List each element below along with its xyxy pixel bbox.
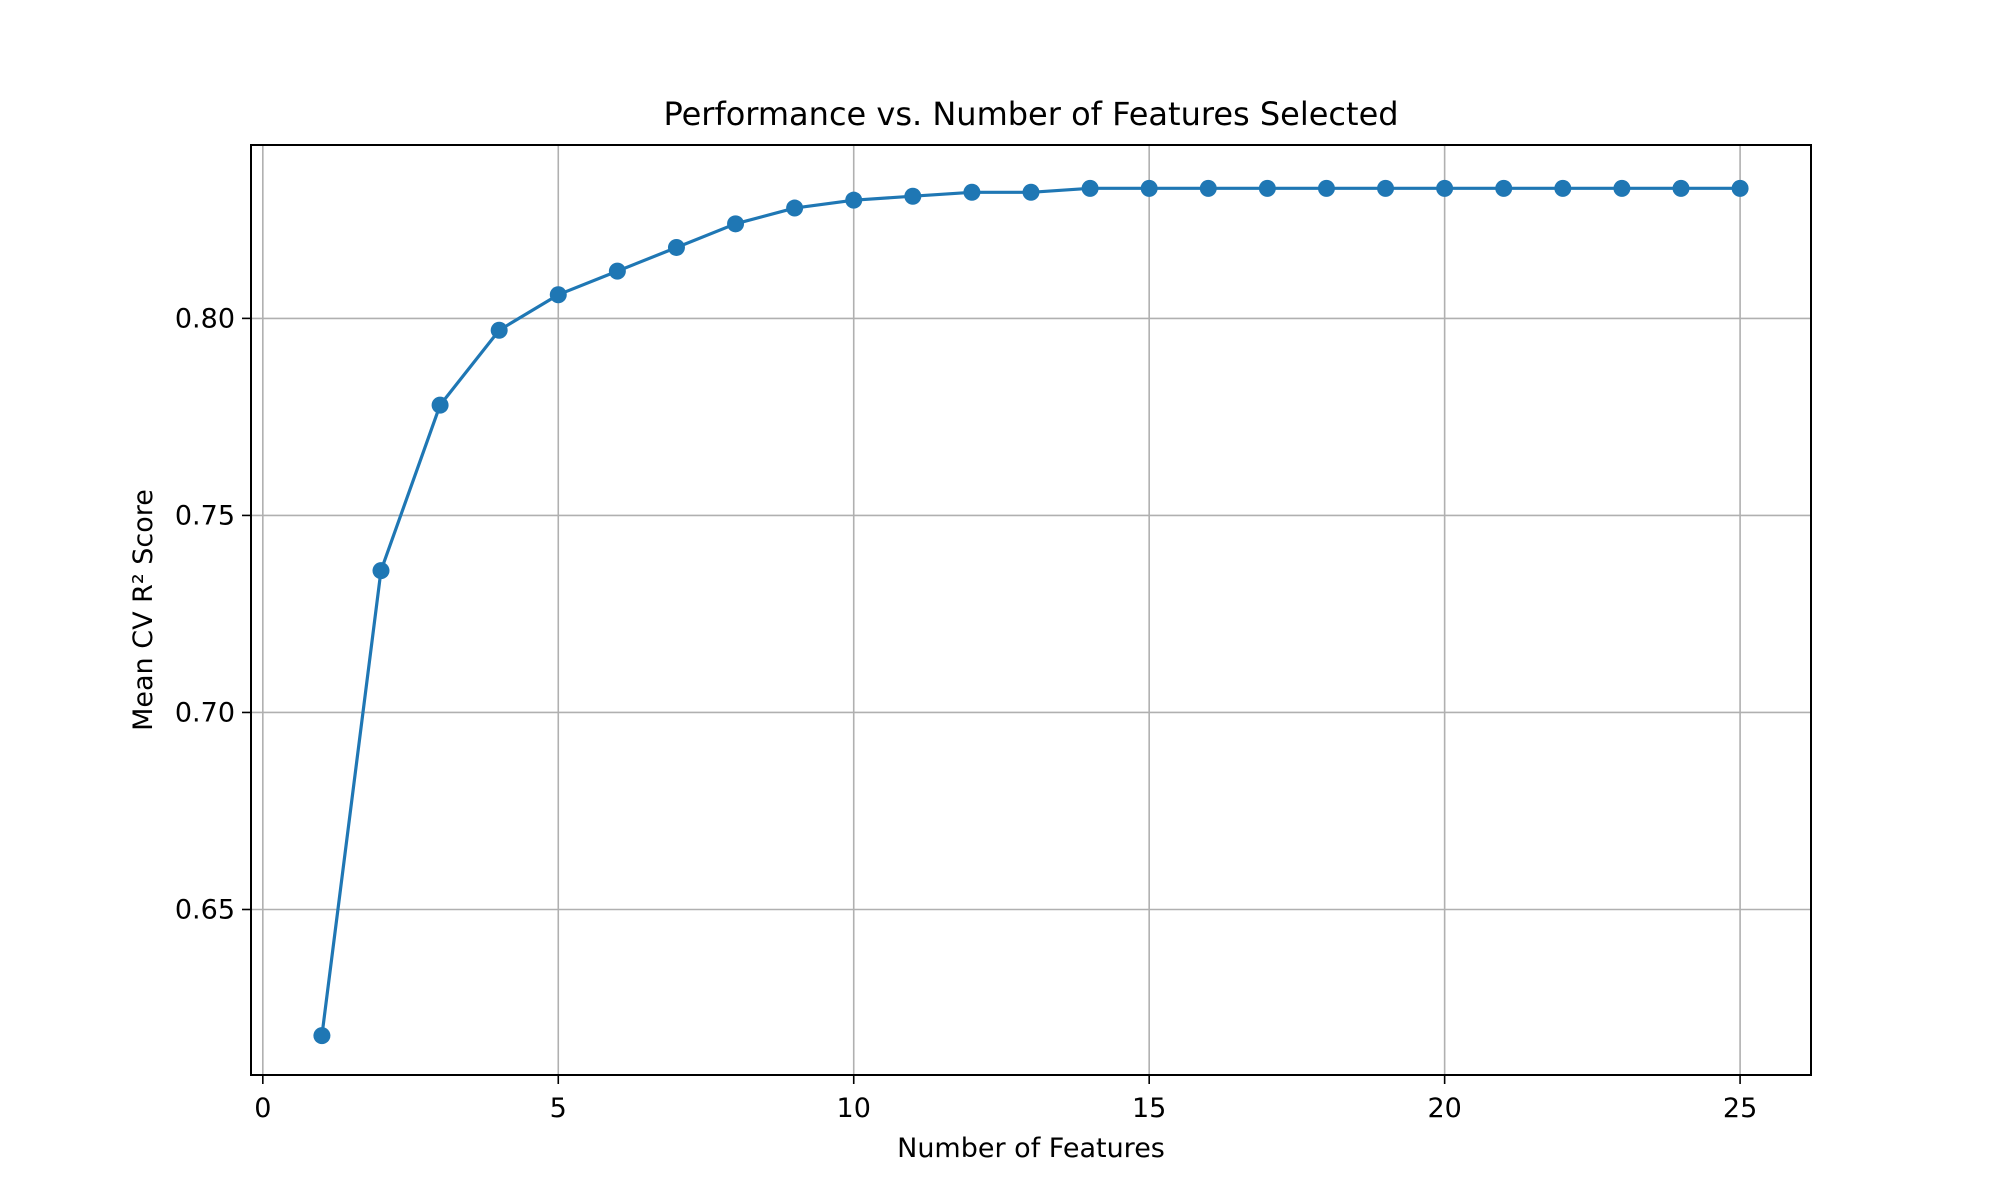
data-point [1140, 179, 1158, 197]
data-point [490, 321, 508, 339]
data-point [1377, 179, 1395, 197]
data-point [727, 215, 745, 233]
axis-ticks: 0 5 10 15 20 25 0.65 0.70 0.75 0.80 [175, 303, 1757, 1124]
x-tick-label: 20 [1427, 1093, 1461, 1124]
x-tick-label: 0 [254, 1093, 271, 1124]
y-tick-label: 0.80 [175, 303, 235, 334]
data-point [1436, 179, 1454, 197]
data-point [1081, 179, 1099, 197]
data-point [313, 1027, 331, 1045]
series-layer [313, 179, 1749, 1045]
data-point [845, 191, 863, 209]
data-point [1199, 179, 1217, 197]
data-point [786, 199, 804, 217]
data-point [1613, 179, 1631, 197]
data-point [1495, 179, 1513, 197]
data-point [1672, 179, 1690, 197]
data-point [608, 262, 626, 280]
data-point [1317, 179, 1335, 197]
y-axis-label: Mean CV R² Score [128, 489, 159, 731]
x-tick-label: 5 [550, 1093, 567, 1124]
x-tick-label: 15 [1132, 1093, 1166, 1124]
x-tick-label: 10 [837, 1093, 871, 1124]
x-tick-label: 25 [1723, 1093, 1757, 1124]
data-point [963, 183, 981, 201]
data-point [1258, 179, 1276, 197]
data-point [1022, 183, 1040, 201]
y-tick-label: 0.70 [175, 697, 235, 728]
data-point [549, 286, 567, 304]
data-point [1731, 179, 1749, 197]
data-point [667, 238, 685, 256]
chart-title: Performance vs. Number of Features Selec… [663, 95, 1398, 133]
plot-area-frame [250, 144, 1812, 1076]
y-tick-label: 0.75 [175, 500, 235, 531]
x-axis-label: Number of Features [897, 1133, 1165, 1164]
data-point [1554, 179, 1572, 197]
data-point [904, 187, 922, 205]
data-point [372, 562, 390, 580]
data-point [431, 396, 449, 414]
y-tick-label: 0.65 [175, 894, 235, 925]
